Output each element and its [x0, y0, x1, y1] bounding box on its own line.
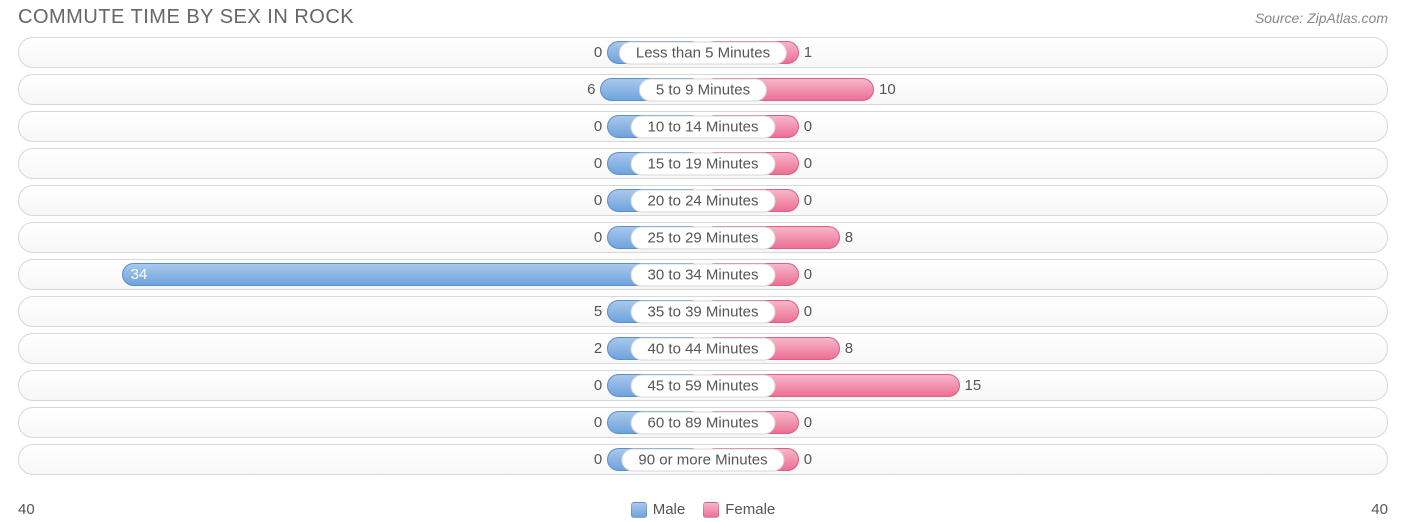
- value-male: 0: [594, 153, 608, 174]
- category-label: 25 to 29 Minutes: [631, 226, 776, 249]
- legend-label-female: Female: [725, 501, 775, 518]
- chart-row: 0 15 45 to 59 Minutes: [18, 370, 1388, 401]
- value-male: 6: [587, 79, 601, 100]
- chart-row: 0 1 Less than 5 Minutes: [18, 37, 1388, 68]
- value-male: 0: [594, 412, 608, 433]
- category-label: 90 or more Minutes: [621, 448, 784, 471]
- chart-footer: 40 Male Female 40: [18, 501, 1388, 518]
- value-female: 1: [798, 42, 812, 63]
- value-female: 0: [798, 116, 812, 137]
- axis-max-right: 40: [1371, 501, 1388, 518]
- value-female: 8: [839, 338, 853, 359]
- population-pyramid-chart: 01Less than 5 Minutes6105 to 9 Minutes00…: [0, 31, 1406, 475]
- axis-max-left: 40: [18, 501, 35, 518]
- legend: Male Female: [631, 501, 776, 518]
- legend-item-male: Male: [631, 501, 686, 518]
- value-female: 0: [798, 190, 812, 211]
- category-label: 30 to 34 Minutes: [631, 263, 776, 286]
- category-label: Less than 5 Minutes: [619, 41, 787, 64]
- category-label: 45 to 59 Minutes: [631, 374, 776, 397]
- value-female: 15: [959, 375, 982, 396]
- legend-item-female: Female: [703, 501, 775, 518]
- chart-row: 0 0 15 to 19 Minutes: [18, 148, 1388, 179]
- chart-row: 5 0 35 to 39 Minutes: [18, 296, 1388, 327]
- value-male: 5: [594, 301, 608, 322]
- category-label: 40 to 44 Minutes: [631, 337, 776, 360]
- category-label: 5 to 9 Minutes: [639, 78, 767, 101]
- chart-title: COMMUTE TIME BY SEX IN ROCK: [18, 6, 354, 29]
- value-female: 8: [839, 227, 853, 248]
- legend-swatch-female: [703, 502, 719, 518]
- value-male: 0: [594, 42, 608, 63]
- value-female: 0: [798, 412, 812, 433]
- chart-row: 34 0 30 to 34 Minutes: [18, 259, 1388, 290]
- chart-header: COMMUTE TIME BY SEX IN ROCK Source: ZipA…: [0, 0, 1406, 31]
- value-male: 2: [594, 338, 608, 359]
- chart-row: 2 8 40 to 44 Minutes: [18, 333, 1388, 364]
- value-male: 0: [594, 116, 608, 137]
- legend-swatch-male: [631, 502, 647, 518]
- category-label: 10 to 14 Minutes: [631, 115, 776, 138]
- chart-row: 0 0 10 to 14 Minutes: [18, 111, 1388, 142]
- value-female: 0: [798, 449, 812, 470]
- category-label: 15 to 19 Minutes: [631, 152, 776, 175]
- value-female: 10: [873, 79, 896, 100]
- chart-row: 0 0 90 or more Minutes: [18, 444, 1388, 475]
- value-male: 34: [131, 264, 148, 285]
- chart-row: 6 10 5 to 9 Minutes: [18, 74, 1388, 105]
- chart-source: Source: ZipAtlas.com: [1255, 10, 1388, 26]
- chart-row: 0 0 20 to 24 Minutes: [18, 185, 1388, 216]
- category-label: 60 to 89 Minutes: [631, 411, 776, 434]
- value-male: 0: [594, 227, 608, 248]
- category-label: 35 to 39 Minutes: [631, 300, 776, 323]
- bar-male: 34: [122, 263, 703, 286]
- value-male: 0: [594, 375, 608, 396]
- value-female: 0: [798, 264, 812, 285]
- value-female: 0: [798, 153, 812, 174]
- legend-label-male: Male: [653, 501, 686, 518]
- chart-row: 0 8 25 to 29 Minutes: [18, 222, 1388, 253]
- value-male: 0: [594, 190, 608, 211]
- value-male: 0: [594, 449, 608, 470]
- category-label: 20 to 24 Minutes: [631, 189, 776, 212]
- chart-row: 0 0 60 to 89 Minutes: [18, 407, 1388, 438]
- value-female: 0: [798, 301, 812, 322]
